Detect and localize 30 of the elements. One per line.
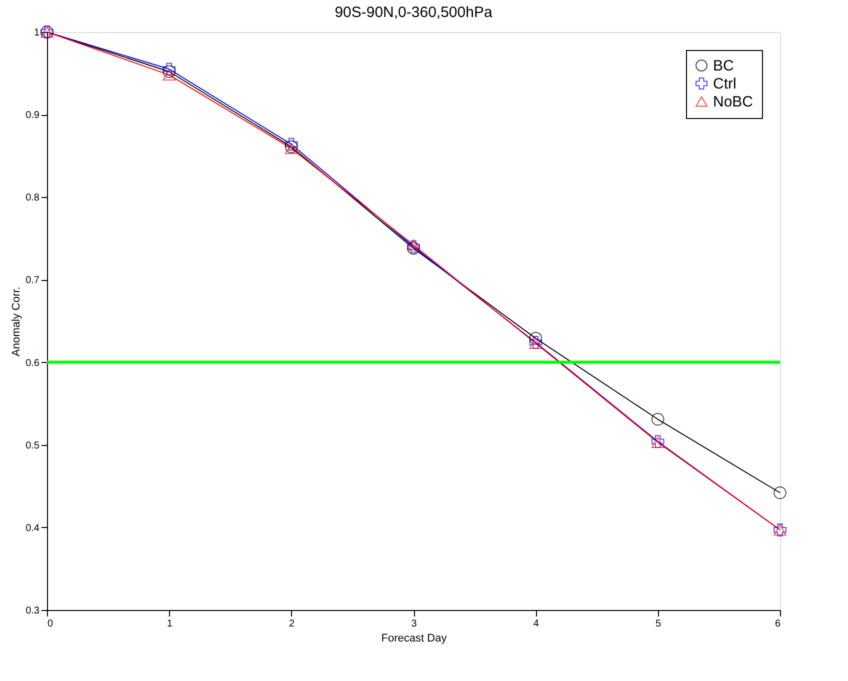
point <box>529 332 542 345</box>
y-tick-label: 0.3 <box>26 606 40 616</box>
x-tick-label: 1 <box>166 618 173 630</box>
legend-label: BC <box>713 58 734 74</box>
y-tick-label: 0.5 <box>26 440 40 452</box>
y-axis-title: Anomaly Corr. <box>10 286 23 356</box>
point <box>162 65 176 78</box>
legend-label: NoBC <box>713 94 754 110</box>
y-tick-label: 0.7 <box>26 275 40 286</box>
x-tick-label: 6 <box>774 618 781 630</box>
x-tick-label: 0 <box>48 618 54 630</box>
chart-title: 90S-90N,0-360,500hPa <box>334 4 493 22</box>
point <box>284 138 298 151</box>
point <box>774 486 786 500</box>
point <box>162 62 176 76</box>
y-tick-label: 1 <box>34 28 40 38</box>
x-tick-label: 3 <box>411 618 418 630</box>
x-axis-title: Forecast Day <box>381 632 448 644</box>
point <box>284 142 298 154</box>
y-tick-label: 0.4 <box>26 522 40 534</box>
y-tick-label: 0.6 <box>26 358 40 369</box>
x-tick-label: 4 <box>533 618 540 630</box>
y-tick-label: 0.9 <box>26 110 40 122</box>
point <box>651 412 664 426</box>
point <box>162 69 176 81</box>
y-tick-label: 0.8 <box>26 192 40 204</box>
point <box>407 239 420 251</box>
x-tick-label: 5 <box>656 618 662 630</box>
x-tick-label: 2 <box>289 618 296 630</box>
legend-label: Ctrl <box>713 76 736 92</box>
